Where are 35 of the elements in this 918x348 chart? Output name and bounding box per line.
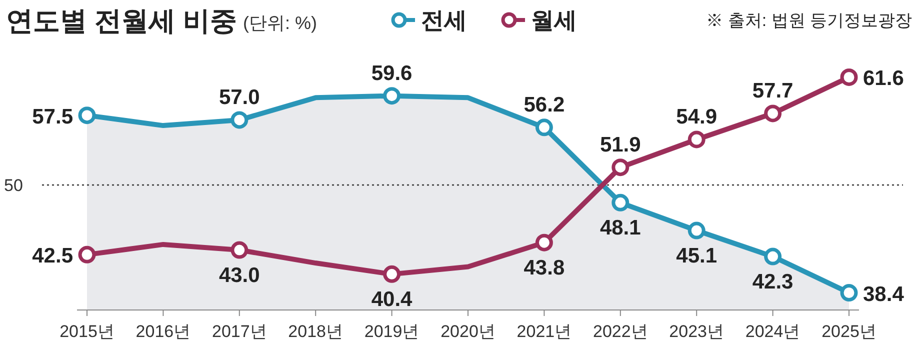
xtick: 2019년 [364, 322, 420, 341]
text: ※ 출처: 법원 등기정보광장 [706, 11, 912, 30]
label: 59.6 [371, 62, 412, 85]
legend-label: 전세 [421, 7, 468, 33]
legend-전세: 전세 [391, 7, 468, 33]
label: 54.9 [676, 105, 718, 128]
legend-월세: 월세 [501, 7, 578, 33]
label: 42.5 [32, 244, 73, 268]
label: 45.1 [676, 244, 718, 268]
label: 43.8 [524, 256, 565, 280]
label: 57.0 [218, 86, 260, 109]
label: 40.4 [371, 288, 412, 312]
xtick: 2024년 [745, 322, 800, 341]
label: 61.6 [863, 67, 904, 90]
label: 57.7 [752, 79, 794, 102]
xtick: 2017년 [212, 322, 267, 341]
xtick: 2022년 [592, 322, 648, 341]
xtick: 2015년 [60, 322, 114, 341]
ref-line-label: 50 [4, 176, 23, 195]
xtick: 2025년 [822, 322, 876, 341]
label: 38.4 [863, 282, 904, 306]
legend-label: 월세 [531, 7, 578, 33]
chart-title: 연도별 전월세 비중 [6, 6, 238, 36]
label: 56.2 [524, 93, 565, 116]
xtick: 2018년 [288, 322, 344, 341]
xtick: 2023년 [669, 322, 724, 341]
label: 42.3 [752, 270, 794, 294]
label: 43.0 [218, 264, 260, 288]
label: 51.9 [600, 133, 641, 156]
label: 57.5 [32, 105, 73, 128]
label: 48.1 [600, 216, 641, 240]
xtick: 2021년 [516, 322, 572, 341]
chart-subtitle: (단위: %) [243, 13, 318, 33]
xtick: 2020년 [440, 322, 496, 341]
xtick: 2016년 [136, 322, 191, 341]
